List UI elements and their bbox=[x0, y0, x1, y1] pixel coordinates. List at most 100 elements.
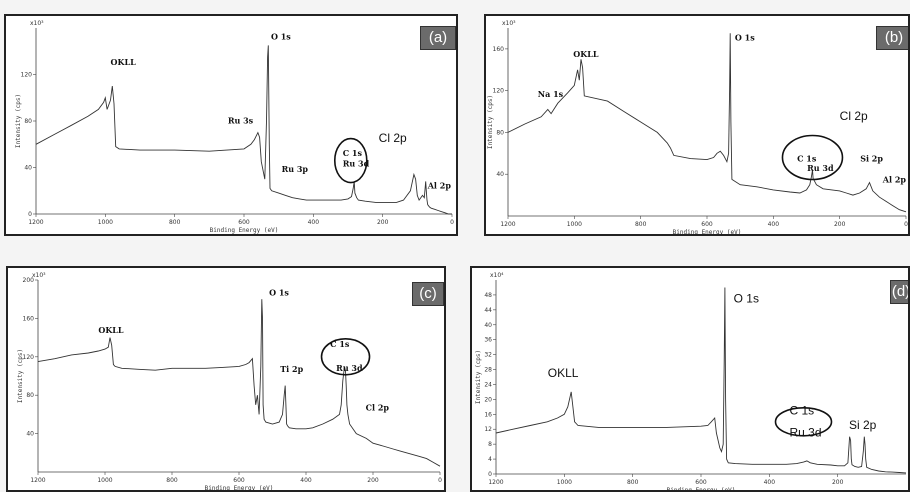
x-tick-label: 200 bbox=[367, 477, 379, 484]
x-tick-label: 1200 bbox=[500, 221, 515, 228]
peak-label: Si 2p bbox=[860, 154, 883, 164]
peak-label: OKLL bbox=[573, 49, 599, 59]
peak-label: C 1s bbox=[797, 154, 817, 164]
x-tick-label: 400 bbox=[300, 477, 312, 484]
x-tick-label: 1000 bbox=[98, 219, 113, 226]
peak-label: Cl 2p bbox=[379, 131, 407, 145]
peak-label: O 1s bbox=[269, 287, 289, 297]
y-tick-label: 0 bbox=[28, 211, 32, 218]
spectrum-series-line bbox=[507, 33, 907, 213]
highlight-circle bbox=[781, 134, 844, 181]
x-tick-label: 200 bbox=[377, 219, 389, 226]
x-tick-label: 600 bbox=[238, 219, 250, 226]
y-tick-label: 120 bbox=[21, 72, 33, 79]
y-tick-label: 40 bbox=[24, 165, 32, 172]
panel-label-a: (a) bbox=[420, 26, 456, 50]
peak-label: Ru 3d bbox=[343, 158, 370, 168]
peak-label: Ru 3p bbox=[282, 164, 309, 174]
x-tick-label: 0 bbox=[904, 221, 908, 228]
y-tick-label: 200 bbox=[23, 277, 35, 284]
peak-label: Al 2p bbox=[427, 180, 452, 190]
x-tick-label: 1200 bbox=[488, 479, 503, 486]
x-axis-label: Binding Energy (eV) bbox=[210, 227, 279, 234]
x-tick-label: 400 bbox=[308, 219, 320, 226]
y-tick-label: 40 bbox=[496, 171, 504, 178]
spectrum-series-line bbox=[35, 45, 452, 215]
panel-label-b: (b) bbox=[876, 26, 908, 50]
x-tick-label: 400 bbox=[764, 479, 776, 486]
x-tick-label: 400 bbox=[768, 221, 780, 228]
peak-label: Cl 2p bbox=[840, 109, 868, 123]
y-axis-label: Intensity (cps) bbox=[487, 95, 494, 149]
peak-label: O 1s bbox=[271, 32, 291, 42]
peak-label: OKLL bbox=[548, 366, 579, 380]
xps-spectrum-c: 1200 1000 800 600 400 200 0 40 80 120 160 200 Bindin… bbox=[17, 272, 442, 490]
y-tick-label: 40 bbox=[26, 431, 34, 438]
xps-spectrum-b: 1200 1000 800 600 400 200 0 40 80 120 160 Binding E… bbox=[487, 20, 908, 234]
y-tick-label: 28 bbox=[484, 367, 492, 374]
y-tick-label: 0 bbox=[488, 471, 492, 478]
peak-label: Al 2p bbox=[882, 175, 907, 185]
y-axis-label: Intensity (cps) bbox=[17, 349, 24, 403]
y-tick-label: 120 bbox=[493, 88, 505, 95]
x-tick-label: 1000 bbox=[97, 477, 112, 484]
y-tick-label: 80 bbox=[26, 392, 34, 399]
x-tick-label: 1200 bbox=[28, 219, 43, 226]
peak-label: OKLL bbox=[98, 325, 124, 335]
y-multiplier: x10⁴ bbox=[490, 272, 504, 279]
peak-label: Ru 3d bbox=[790, 426, 822, 440]
y-tick-label: 12 bbox=[484, 426, 492, 433]
y-multiplier: x10³ bbox=[32, 272, 46, 279]
x-tick-label: 0 bbox=[450, 219, 454, 226]
highlight-circle bbox=[774, 406, 833, 437]
x-axis-label: Binding Energy (eV) bbox=[205, 485, 274, 490]
panel-c: 1200 1000 800 600 400 200 0 40 80 120 160 200 Bindin… bbox=[6, 266, 446, 492]
x-tick-label: 600 bbox=[695, 479, 707, 486]
peak-label: C 1s bbox=[330, 339, 350, 349]
x-tick-label: 800 bbox=[627, 479, 639, 486]
x-tick-label: 200 bbox=[834, 221, 846, 228]
peak-label: C 1s bbox=[343, 148, 363, 158]
y-tick-label: 160 bbox=[23, 315, 35, 322]
panel-d: 1200 1000 800 600 400 200 0 4 8 12 16 20 24 28 32 36 40 4… bbox=[470, 266, 910, 492]
panel-b: 1200 1000 800 600 400 200 0 40 80 120 160 Binding E… bbox=[484, 14, 910, 236]
peak-label: Cl 2p bbox=[366, 403, 390, 413]
x-tick-label: 1200 bbox=[30, 477, 45, 484]
panel-a: 1200 1000 800 600 400 200 0 0 40 80 120 Binding Ene… bbox=[4, 14, 458, 236]
y-tick-label: 40 bbox=[484, 322, 492, 329]
peak-label: C 1s bbox=[790, 403, 815, 417]
y-axis-label: Intensity (cps) bbox=[15, 94, 22, 148]
x-tick-label: 600 bbox=[233, 477, 245, 484]
peak-label: Si 2p bbox=[849, 418, 877, 432]
y-tick-label: 80 bbox=[24, 118, 32, 125]
y-tick-label: 80 bbox=[496, 129, 504, 136]
x-tick-label: 200 bbox=[832, 479, 844, 486]
y-tick-label: 160 bbox=[493, 46, 505, 53]
spectrum-series-line bbox=[37, 299, 441, 467]
y-tick-label: 16 bbox=[484, 411, 492, 418]
x-axis-label: Binding Energy (eV) bbox=[673, 229, 742, 234]
x-tick-label: 1000 bbox=[567, 221, 582, 228]
spectrum-series-line bbox=[495, 287, 907, 474]
x-tick-label: 800 bbox=[635, 221, 647, 228]
y-tick-label: 24 bbox=[484, 381, 492, 388]
y-tick-label: 36 bbox=[484, 337, 492, 344]
peak-label: Ru 3d bbox=[336, 363, 363, 373]
panel-label-d: (d) bbox=[890, 280, 908, 304]
y-tick-label: 44 bbox=[484, 307, 492, 314]
y-tick-label: 20 bbox=[484, 396, 492, 403]
x-tick-label: 800 bbox=[166, 477, 178, 484]
y-tick-label: 120 bbox=[23, 354, 35, 361]
highlight-circle bbox=[320, 338, 371, 376]
y-multiplier: x10³ bbox=[502, 20, 516, 27]
x-tick-label: 800 bbox=[169, 219, 181, 226]
x-axis-label: Binding Energy (eV) bbox=[667, 487, 736, 490]
peak-label: Ru 3s bbox=[228, 115, 254, 125]
x-tick-label: 1000 bbox=[557, 479, 572, 486]
xps-spectrum-a: 1200 1000 800 600 400 200 0 0 40 80 120 Binding Ene… bbox=[15, 20, 454, 234]
y-tick-label: 32 bbox=[484, 352, 492, 359]
y-tick-label: 48 bbox=[484, 292, 492, 299]
x-tick-label: 0 bbox=[438, 477, 442, 484]
peak-label: Ti 2p bbox=[280, 364, 303, 374]
y-multiplier: x10³ bbox=[30, 20, 44, 27]
